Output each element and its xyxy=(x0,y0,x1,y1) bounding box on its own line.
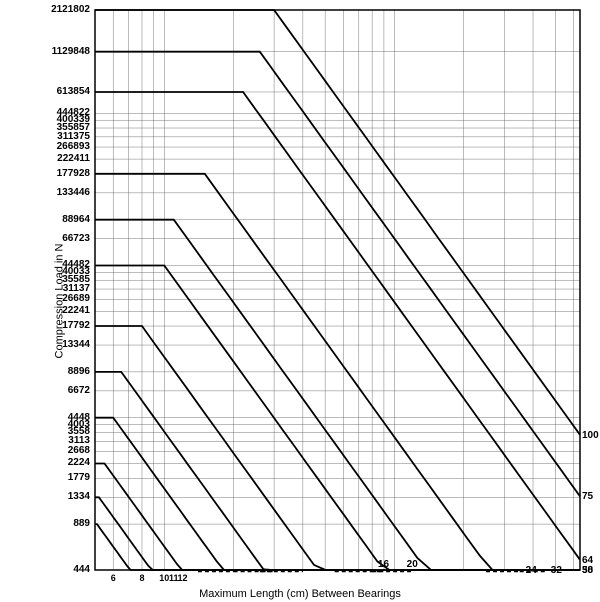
y-tick: 2668 xyxy=(35,446,90,456)
y-tick: 444 xyxy=(35,565,90,575)
curve-label: 38 xyxy=(582,565,593,576)
y-tick: 1334 xyxy=(35,492,90,502)
x-tick: 12 xyxy=(173,573,193,583)
y-tick: 26689 xyxy=(35,294,90,304)
curve-label: 16 xyxy=(378,559,389,570)
curve-label: 32 xyxy=(551,565,562,576)
y-tick: 22241 xyxy=(35,306,90,316)
y-tick: 13344 xyxy=(35,340,90,350)
y-tick: 8896 xyxy=(35,367,90,377)
y-tick: 177928 xyxy=(35,169,90,179)
y-tick: 88964 xyxy=(35,215,90,225)
y-tick: 2121802 xyxy=(35,5,90,15)
x-tick: 8 xyxy=(132,573,152,583)
curve-label: 24 xyxy=(526,565,537,576)
y-tick: 613854 xyxy=(35,87,90,97)
x-tick: 6 xyxy=(103,573,123,583)
y-tick: 1129848 xyxy=(35,47,90,57)
curve-label: 20 xyxy=(407,559,418,570)
y-tick: 6672 xyxy=(35,386,90,396)
y-tick: 2224 xyxy=(35,458,90,468)
y-tick: 266893 xyxy=(35,142,90,152)
curve-label: 100 xyxy=(582,430,599,441)
y-tick: 133446 xyxy=(35,188,90,198)
y-tick: 1779 xyxy=(35,473,90,483)
y-tick: 889 xyxy=(35,519,90,529)
curve-label: 75 xyxy=(582,491,593,502)
y-tick: 17792 xyxy=(35,321,90,331)
y-tick: 66723 xyxy=(35,234,90,244)
y-tick: 222411 xyxy=(35,154,90,164)
